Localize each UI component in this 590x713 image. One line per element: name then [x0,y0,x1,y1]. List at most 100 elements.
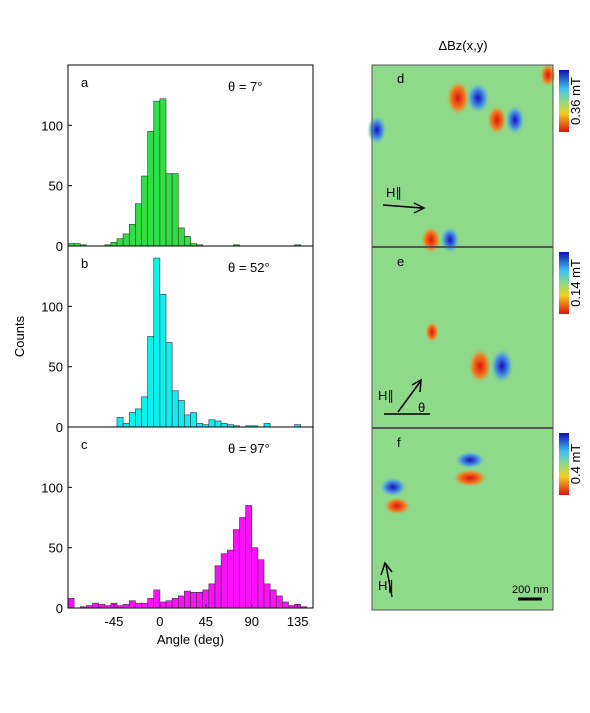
colorbar-label: 0.4 mT [568,444,583,485]
bar [147,131,155,247]
bar [159,98,167,247]
y-tick-label: 50 [49,360,63,375]
bar [269,589,277,609]
blob [425,321,439,343]
bar [147,598,155,609]
colorbar [559,433,569,495]
bar [263,583,271,609]
blob [421,226,441,254]
bar [184,236,191,247]
bar [282,601,289,609]
y-tick-label: 100 [41,118,63,133]
bar [128,412,136,428]
x-tick-label: 0 [156,614,163,629]
bar [275,595,283,609]
bar [190,412,197,428]
bar [135,203,142,247]
bar [159,293,167,428]
bar [190,592,197,609]
bar [220,553,228,609]
bar [67,598,75,609]
x-tick-label: 90 [245,614,259,629]
bar [177,400,185,428]
annotation: θ = 7° [228,79,262,94]
axes-frame [67,64,314,247]
panel-label: c [81,437,88,452]
colorbar-label: 0.14 mT [568,259,583,307]
y-tick-label: 100 [41,480,63,495]
bar [208,419,216,428]
bar [135,408,142,428]
annotation: θ = 52° [228,260,270,275]
bar [141,396,148,428]
map-frame [371,64,554,611]
bar [122,423,130,428]
field-label: H∥ [378,578,394,593]
y-tick-label: 0 [56,601,63,616]
colorbar [559,70,569,132]
bar [122,233,130,247]
bar [226,549,234,609]
blob [454,451,486,469]
bar [116,238,124,247]
colorbar [559,252,569,314]
blob [490,348,514,384]
bar [220,423,228,428]
scale-label: 200 nm [512,584,549,596]
blob [505,105,525,135]
blob [468,348,492,384]
x-tick-label: -45 [105,614,124,629]
bar [233,529,240,609]
bar [257,559,265,609]
y-tick-label: 50 [49,541,63,556]
arrow [380,561,393,598]
bar [122,604,130,609]
bar [128,223,136,247]
arrow [384,378,430,415]
map-bg [372,65,553,610]
bar [171,598,179,609]
bar [141,175,148,247]
bar [184,590,191,609]
bar [165,342,173,428]
x-axis-label: Angle (deg) [157,632,224,647]
blob [487,105,507,135]
bar [153,257,161,428]
colorbar-label: 0.36 mT [568,77,583,125]
panel-label: a [81,75,89,90]
arrow [382,202,426,214]
blob [383,497,411,515]
blob [466,82,490,114]
y-tick-label: 0 [56,239,63,254]
panel-label: f [397,435,401,450]
bar [196,423,204,428]
y-tick-label: 100 [41,299,63,314]
bar [153,100,161,247]
bar [116,417,124,428]
bar [263,423,271,428]
theta-label: θ [418,400,425,415]
x-tick-label: 135 [287,614,309,629]
map-title: ΔBz(x,y) [438,38,487,53]
bar [110,242,118,247]
bar [165,600,173,609]
bar [214,565,222,609]
bar [251,547,259,609]
y-axis-label: Counts [12,315,27,357]
panel-label: b [81,256,88,271]
bar [98,604,106,609]
bar [245,505,253,609]
bar [141,602,148,609]
bar [184,414,191,428]
blob [367,115,387,145]
bar [159,601,167,609]
bar [239,517,246,609]
maps: ΔBz(x,y) H∥ H∥ H∥ θ 200 nm d e f 0.36 mT… [367,38,583,611]
bar [153,589,161,609]
y-tick-label: 0 [56,420,63,435]
blob [446,80,470,116]
bar [214,420,222,428]
bar [177,227,185,247]
bar [135,602,142,609]
